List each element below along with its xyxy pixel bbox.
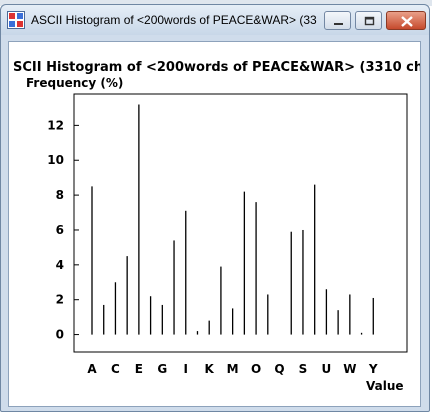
y-axis-label: Frequency (%)	[26, 76, 124, 90]
y-tick-label: 10	[47, 153, 64, 167]
y-tick-label: 4	[56, 258, 64, 272]
x-tick-label: O	[251, 362, 261, 376]
maximize-icon	[364, 16, 375, 26]
x-tick-label: U	[322, 362, 332, 376]
x-tick-label: A	[87, 362, 97, 376]
y-tick-label: 8	[56, 188, 64, 202]
chart-title: SCII Histogram of <200words of PEACE&WAR…	[13, 60, 420, 75]
minimize-button[interactable]	[324, 11, 351, 30]
x-tick-label: Y	[368, 362, 378, 376]
close-button[interactable]	[386, 11, 426, 30]
background-strip	[0, 0, 432, 6]
x-tick-label: G	[157, 362, 167, 376]
x-tick-label: S	[299, 362, 308, 376]
grid-app-icon	[7, 11, 25, 29]
histogram-window: A SCII Histogram of <200words of PEACE&WA…	[0, 4, 430, 412]
x-tick-label: I	[184, 362, 188, 376]
x-tick-label: K	[205, 362, 215, 376]
x-tick-label: Q	[274, 362, 284, 376]
y-tick-label: 12	[47, 118, 64, 132]
x-tick-label: W	[343, 362, 356, 376]
plot-frame	[73, 93, 408, 353]
title-bar[interactable]: ASCII Histogram of <200words of PEACE&WA…	[1, 5, 429, 35]
x-tick-label: E	[135, 362, 143, 376]
x-tick-label: M	[227, 362, 239, 376]
minimize-icon	[334, 23, 343, 25]
histogram-plot: 0 2 4 6 8 10 12 A C E G I K M O Q S U W Y	[47, 93, 408, 376]
x-tick-label: C	[111, 362, 120, 376]
maximize-button[interactable]	[355, 11, 382, 30]
window-title: ASCII Histogram of <200words of PEACE&WA…	[31, 13, 317, 27]
close-icon	[401, 16, 413, 27]
x-axis-label: Value	[366, 379, 404, 393]
y-tick-label: 0	[56, 328, 64, 342]
y-tick-label: 6	[56, 223, 64, 237]
chart-area: SCII Histogram of <200words of PEACE&WAR…	[8, 41, 421, 407]
y-tick-label: 2	[56, 293, 64, 307]
